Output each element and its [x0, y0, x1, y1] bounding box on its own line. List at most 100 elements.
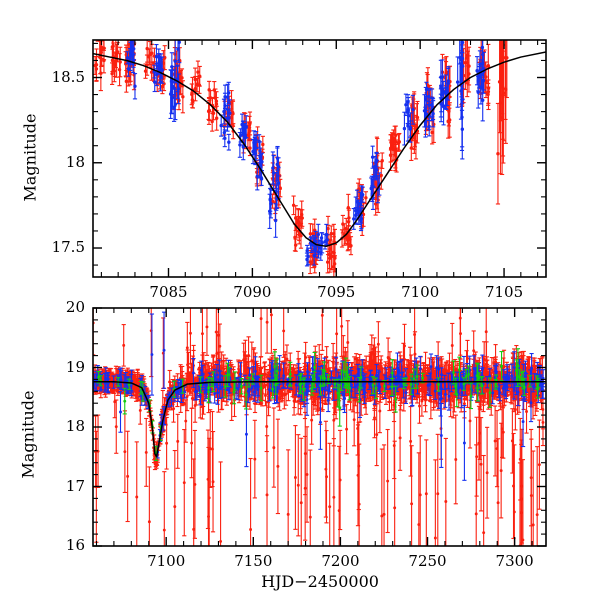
marker [444, 70, 449, 75]
marker [535, 513, 539, 517]
data-point [423, 86, 428, 111]
marker [370, 155, 375, 159]
data-point [173, 40, 178, 84]
data-point [247, 111, 253, 136]
data-point [222, 125, 227, 140]
marker [213, 96, 218, 100]
data-point [180, 80, 185, 114]
marker [344, 226, 348, 231]
bottom-panel-plot [92, 307, 547, 547]
marker [160, 84, 165, 89]
marker [414, 139, 418, 144]
data-point [347, 229, 352, 248]
data-point [222, 84, 228, 109]
top-y-tick-label: 17.5 [51, 238, 85, 256]
marker [160, 68, 164, 72]
bottom-panel: Magnitude HJD−2450000 7100 7150 7200 7250 73… [0, 298, 600, 600]
marker [427, 124, 431, 129]
top-panel-plot [92, 20, 547, 278]
data-point [101, 40, 106, 51]
marker [143, 69, 148, 73]
data-point [113, 40, 118, 69]
marker [177, 40, 181, 44]
marker [115, 50, 120, 54]
marker [102, 58, 106, 63]
marker [132, 47, 136, 51]
data-point [177, 40, 182, 64]
data-point [479, 59, 485, 90]
data-point [363, 191, 368, 205]
marker [481, 98, 485, 102]
marker [388, 146, 393, 151]
data-point [306, 247, 311, 266]
marker [300, 216, 304, 220]
marker [150, 51, 154, 55]
marker [128, 54, 133, 59]
marker [346, 205, 351, 210]
data-point [241, 133, 246, 161]
marker [463, 60, 468, 65]
marker [409, 146, 414, 150]
data-point [499, 40, 504, 89]
data-point [405, 94, 411, 110]
data-point [264, 308, 270, 354]
marker [222, 130, 227, 135]
marker [259, 177, 264, 181]
marker [313, 239, 318, 244]
marker [94, 67, 99, 71]
marker [124, 79, 129, 84]
data-point [453, 414, 458, 505]
marker [276, 165, 281, 169]
data-point [433, 459, 438, 546]
marker [181, 95, 185, 99]
data-point [257, 141, 263, 161]
marker [293, 235, 297, 240]
marker [163, 55, 167, 60]
marker [241, 145, 245, 149]
marker [223, 95, 227, 99]
data-point [402, 111, 407, 146]
marker [346, 341, 350, 344]
marker [96, 20, 99, 23]
marker [379, 173, 383, 178]
marker [427, 94, 431, 99]
data-point [503, 40, 508, 144]
marker [169, 90, 174, 94]
marker [481, 78, 486, 83]
marker [500, 75, 504, 80]
marker [208, 96, 213, 100]
marker [472, 349, 476, 353]
marker [156, 64, 161, 68]
marker [258, 149, 262, 153]
data-point [346, 209, 352, 227]
data-point [99, 40, 104, 66]
marker [341, 222, 345, 226]
data-point [431, 100, 436, 128]
marker [411, 108, 415, 112]
marker [253, 148, 257, 153]
marker [328, 247, 332, 251]
data-point [218, 461, 223, 546]
top-axes [92, 39, 547, 278]
marker [486, 86, 491, 91]
marker [476, 90, 480, 94]
data-point [131, 40, 136, 61]
data-point [268, 189, 274, 219]
marker [504, 87, 508, 92]
marker [364, 196, 368, 200]
marker [396, 141, 401, 145]
marker [170, 65, 174, 69]
data-point [169, 52, 174, 82]
marker [460, 56, 465, 61]
marker [430, 130, 434, 135]
marker [110, 71, 114, 76]
marker [125, 56, 130, 60]
top-red-band-nightly [93, 20, 509, 277]
marker [466, 64, 470, 68]
top-x-tick-label: 7105 [484, 283, 524, 301]
marker [296, 218, 300, 222]
marker [196, 70, 200, 74]
data-point [483, 65, 489, 99]
marker [180, 76, 184, 80]
marker [210, 119, 214, 124]
